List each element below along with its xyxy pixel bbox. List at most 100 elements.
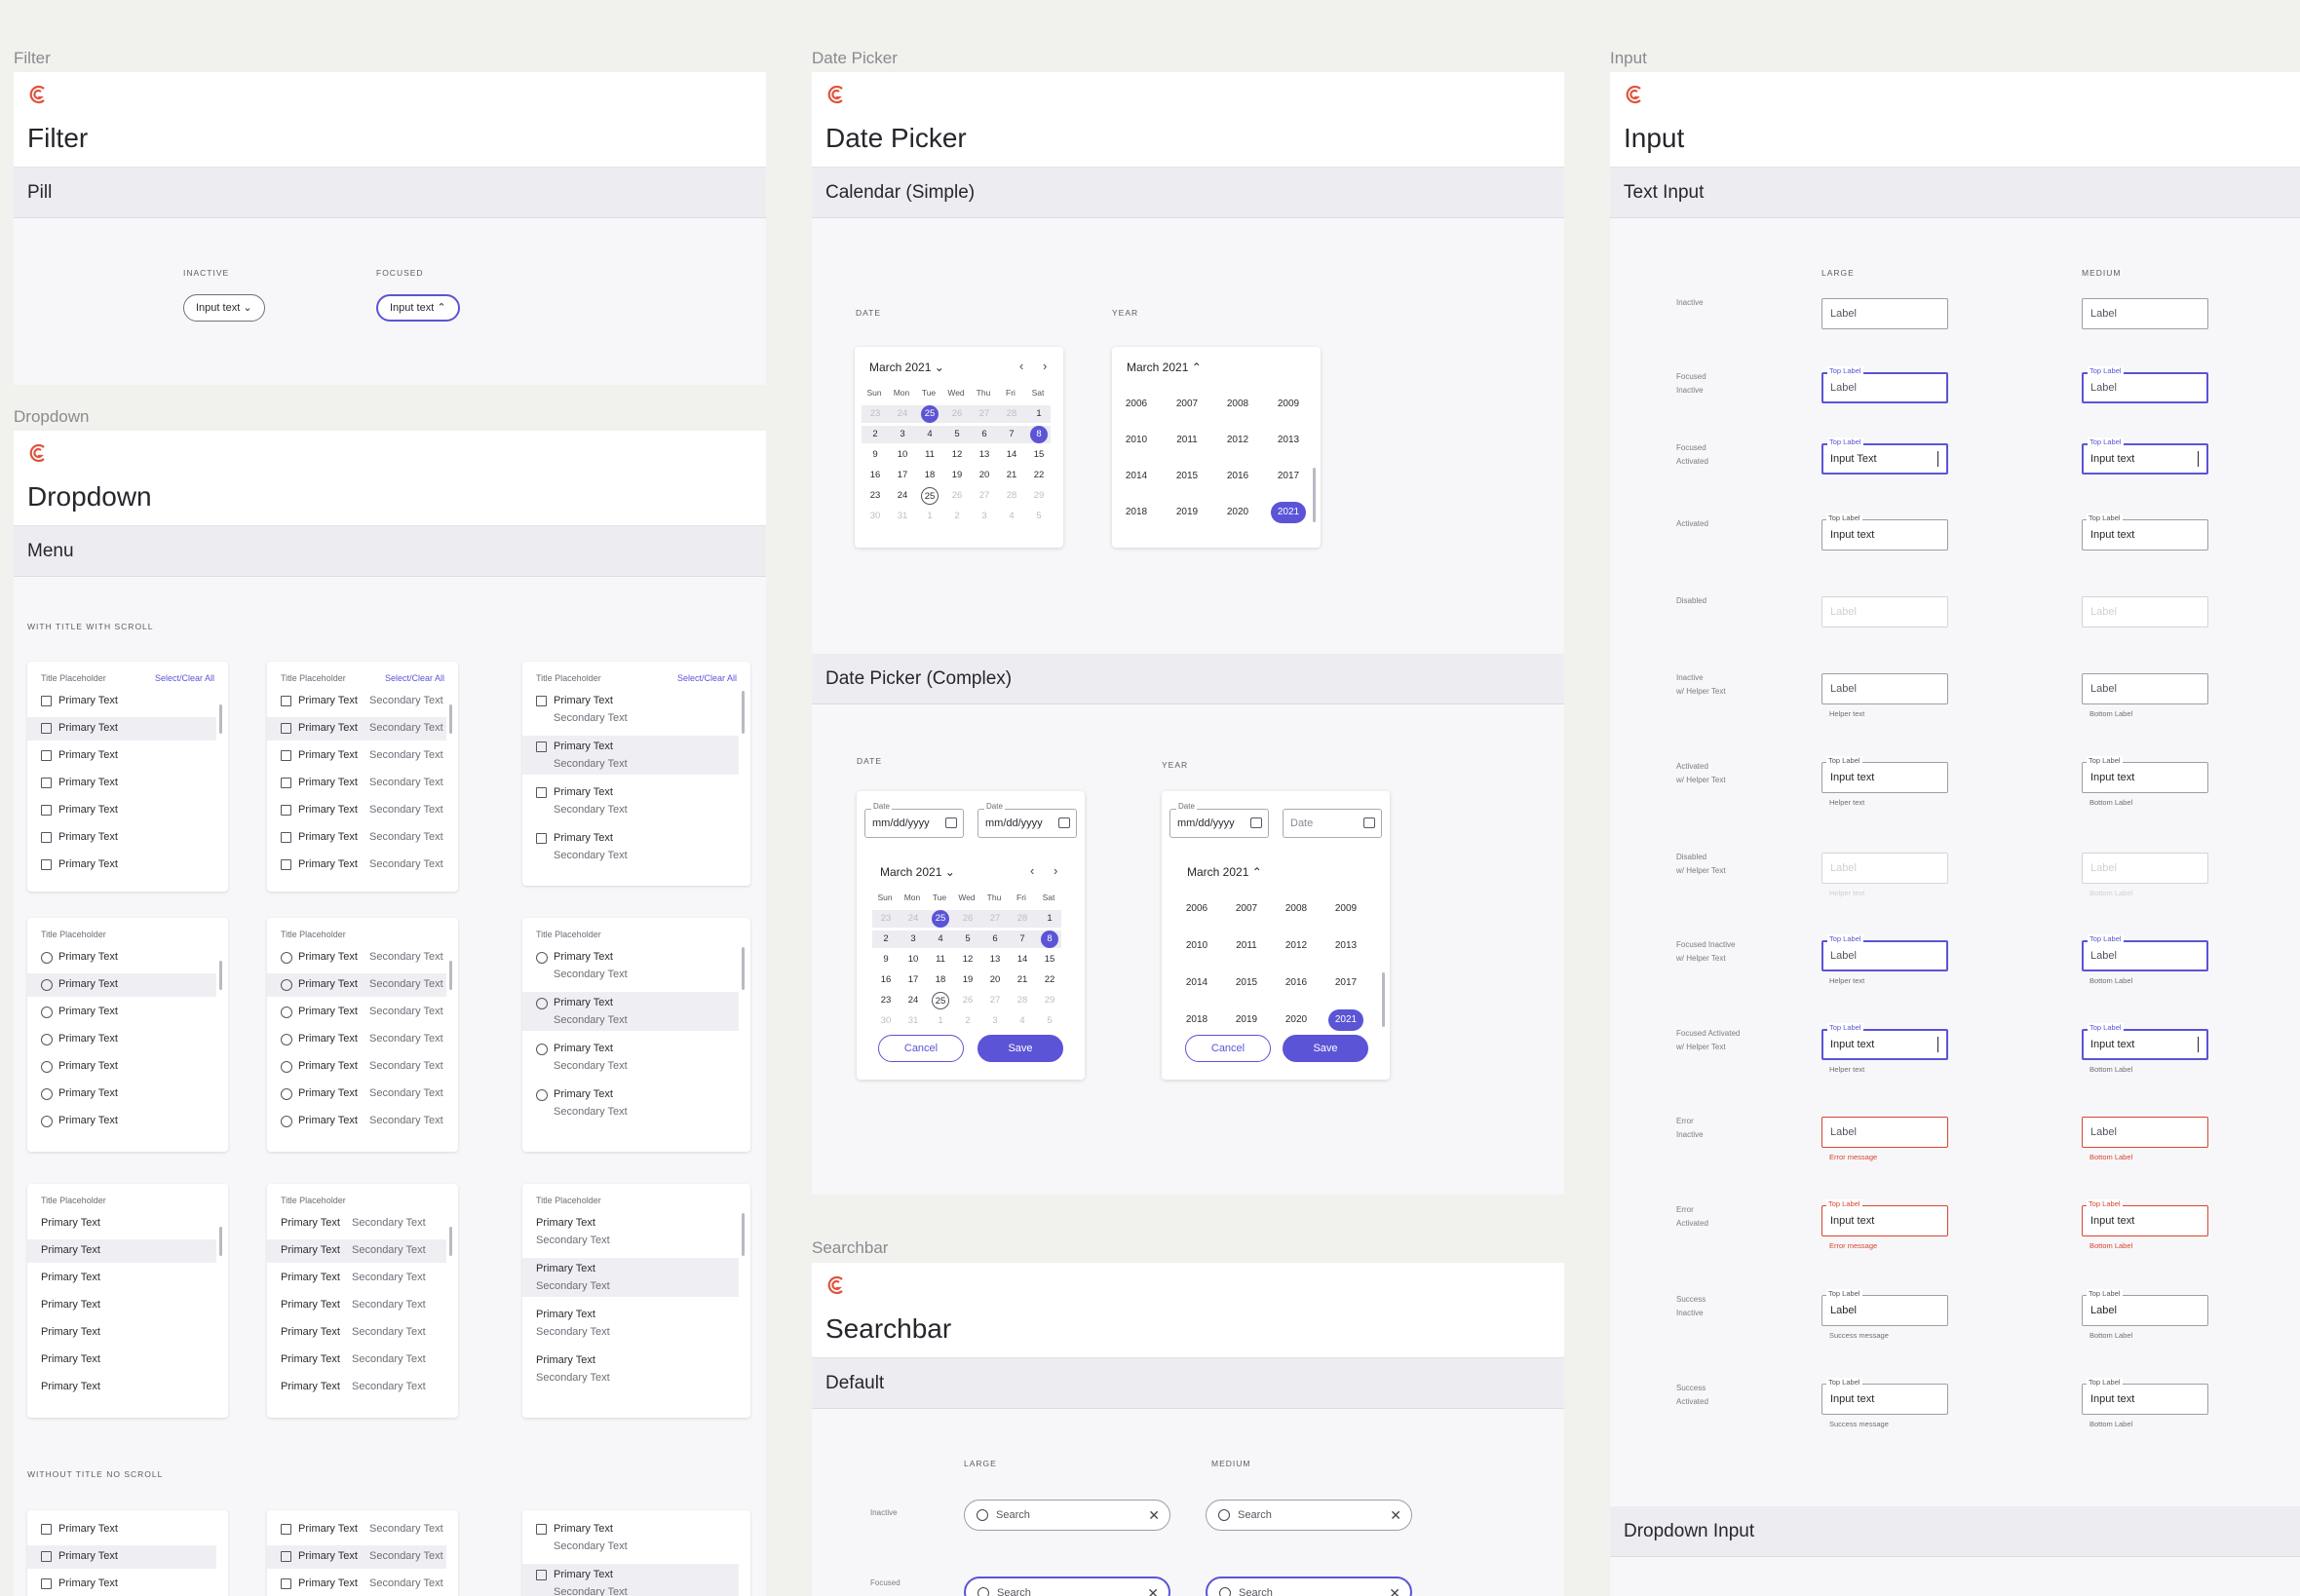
scrollbar[interactable] (742, 1213, 745, 1256)
calendar-day[interactable]: 5 (965, 933, 971, 944)
year-option[interactable]: 2014 (1185, 977, 1208, 988)
calendar-day[interactable]: 10 (897, 449, 908, 460)
scrollbar[interactable] (742, 691, 745, 734)
menu-item[interactable]: Primary Text Secondary Text (522, 1083, 739, 1122)
calendar-day[interactable]: 30 (869, 511, 881, 521)
year-option[interactable]: 2018 (1185, 1014, 1208, 1025)
chevron-right-icon[interactable]: › (1054, 863, 1058, 878)
month-dropdown[interactable]: March 2021 ⌃ (1127, 361, 1202, 374)
calendar-day[interactable]: 6 (981, 429, 987, 439)
scrollbar[interactable] (449, 961, 452, 990)
scrollbar[interactable] (742, 947, 745, 990)
year-option[interactable]: 2009 (1277, 399, 1300, 409)
calendar-day[interactable]: 14 (1006, 449, 1017, 460)
calendar-day[interactable]: 18 (924, 470, 936, 480)
calendar-day[interactable]: 8 (1030, 426, 1048, 443)
calendar-day[interactable]: 5 (1047, 1015, 1053, 1026)
year-option[interactable]: 2020 (1226, 507, 1249, 517)
checkbox[interactable] (41, 1551, 52, 1562)
menu-item[interactable]: Primary Text Secondary Text (267, 772, 446, 795)
text-input-large[interactable]: Label Top Label (1821, 366, 1948, 403)
menu-item[interactable]: Primary Text (27, 1110, 216, 1133)
year-option[interactable]: 2012 (1284, 940, 1308, 951)
calendar-day[interactable]: 3 (992, 1015, 998, 1026)
scrollbar[interactable] (219, 961, 222, 990)
text-input-large[interactable]: Label (1821, 596, 1948, 627)
year-option[interactable]: 2021 (1328, 1009, 1363, 1031)
checkbox[interactable] (281, 805, 291, 816)
calendar-day[interactable]: 20 (989, 974, 1001, 985)
menu-item[interactable]: Primary Text Secondary Text (522, 1212, 739, 1251)
year-option[interactable]: 2006 (1125, 399, 1148, 409)
menu-item[interactable]: Primary Text Secondary Text (522, 690, 739, 729)
checkbox[interactable] (536, 696, 547, 706)
calendar-day[interactable]: 31 (897, 511, 908, 521)
menu-item[interactable]: Primary Text Secondary Text (522, 1518, 739, 1557)
year-option[interactable]: 2007 (1235, 903, 1258, 914)
radio-button[interactable] (41, 1007, 53, 1018)
menu-item[interactable]: Primary Text Secondary Text (522, 946, 739, 985)
date-field-start[interactable]: mm/dd/yyyy Date (864, 802, 964, 838)
calendar-day[interactable]: 10 (907, 954, 919, 965)
menu-item[interactable]: Primary Text (27, 690, 216, 713)
year-option[interactable]: 2016 (1284, 977, 1308, 988)
calendar-day[interactable]: 25 (921, 405, 939, 423)
menu-item[interactable]: Primary Text Secondary Text (522, 1564, 739, 1596)
checkbox[interactable] (41, 778, 52, 788)
calendar-day[interactable]: 5 (1036, 511, 1042, 521)
calendar-day[interactable]: 4 (927, 429, 933, 439)
menu-item[interactable]: Primary Text Secondary Text (267, 1267, 446, 1290)
calendar-day[interactable]: 12 (962, 954, 974, 965)
text-input-large[interactable]: Label (1821, 1117, 1948, 1148)
calendar-day[interactable]: 2 (965, 1015, 971, 1026)
checkbox[interactable] (41, 859, 52, 870)
menu-item[interactable]: Primary Text Secondary Text (522, 736, 739, 775)
radio-button[interactable] (536, 1089, 548, 1101)
month-dropdown[interactable]: March 2021 ⌄ (880, 865, 955, 879)
month-dropdown[interactable]: March 2021 ⌄ (869, 361, 944, 374)
calendar-day[interactable]: 25 (932, 910, 949, 928)
checkbox[interactable] (281, 696, 291, 706)
radio-button[interactable] (281, 1061, 292, 1073)
calendar-day[interactable]: 19 (951, 470, 963, 480)
calendar-day[interactable]: 26 (951, 490, 963, 501)
calendar-day[interactable]: 25 (921, 487, 939, 505)
calendar-day[interactable]: 1 (1036, 408, 1042, 419)
year-option[interactable]: 2011 (1236, 940, 1257, 951)
search-input-medium-focused[interactable]: Search ✕ (1206, 1577, 1412, 1596)
calendar-day[interactable]: 6 (992, 933, 998, 944)
scrollbar[interactable] (449, 704, 452, 734)
year-option[interactable]: 2010 (1185, 940, 1208, 951)
radio-button[interactable] (41, 1061, 53, 1073)
menu-item[interactable]: Primary Text (27, 1239, 216, 1263)
radio-button[interactable] (281, 952, 292, 964)
calendar-day[interactable]: 27 (989, 995, 1001, 1006)
checkbox[interactable] (41, 723, 52, 734)
calendar-day[interactable]: 23 (869, 408, 881, 419)
chevron-right-icon[interactable]: › (1043, 359, 1048, 373)
calendar-day[interactable]: 2 (872, 429, 878, 439)
chevron-left-icon[interactable]: ‹ (1030, 863, 1035, 878)
calendar-day[interactable]: 28 (1016, 913, 1028, 924)
text-input-large[interactable]: Label Top Label (1821, 934, 1948, 971)
search-input-medium[interactable]: Search ✕ (1206, 1500, 1412, 1531)
radio-button[interactable] (281, 979, 292, 991)
text-input-large[interactable]: Input text Top Label (1821, 513, 1948, 551)
calendar-day[interactable]: 22 (1044, 974, 1055, 985)
text-input-large[interactable]: Input text Top Label (1821, 1378, 1948, 1415)
menu-item[interactable]: Primary Text Secondary Text (267, 1212, 446, 1235)
calendar-day[interactable]: 29 (1044, 995, 1055, 1006)
year-option[interactable]: 2021 (1271, 502, 1306, 523)
menu-item[interactable]: Primary Text (27, 1321, 216, 1345)
year-option[interactable]: 2016 (1226, 471, 1249, 481)
year-option[interactable]: 2017 (1334, 977, 1358, 988)
calendar-day[interactable]: 3 (910, 933, 916, 944)
scrollbar[interactable] (219, 1227, 222, 1256)
checkbox[interactable] (536, 833, 547, 844)
calendar-day[interactable]: 13 (978, 449, 990, 460)
checkbox[interactable] (41, 1578, 52, 1589)
checkbox[interactable] (41, 696, 52, 706)
menu-item[interactable]: Primary Text (27, 1349, 216, 1372)
select-all-link[interactable]: Select/Clear All (676, 673, 737, 683)
date-field-end[interactable]: mm/dd/yyyy Date (978, 802, 1077, 838)
